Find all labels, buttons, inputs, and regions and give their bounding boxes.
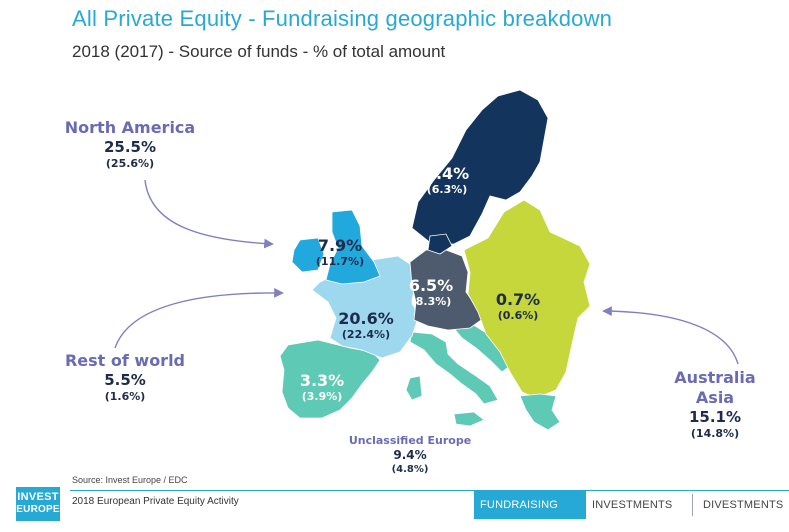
region-ireland xyxy=(291,237,325,273)
nordics-prev: (6.3%) xyxy=(426,183,468,196)
label-rest-of-world: Rest of world 5.5% (1.6%) xyxy=(50,351,200,404)
invest-europe-logo: INVEST EUROPE xyxy=(16,487,60,521)
tab-investments[interactable]: INVESTMENTS xyxy=(592,499,673,511)
rest-of-world-prev: (1.6%) xyxy=(104,390,146,403)
arrow-north-america xyxy=(144,179,274,249)
france-benelux-pct: 20.6% xyxy=(338,309,394,328)
rest-of-world-name: Rest of world xyxy=(64,351,186,370)
label-unclassified-europe: Unclassified Europe 9.4% (4.8%) xyxy=(320,434,500,476)
australia-asia-pct: 15.1% xyxy=(688,408,742,426)
footer-divider xyxy=(70,490,789,491)
label-cee: 0.7% (0.6%) xyxy=(478,290,558,323)
label-france-benelux: 20.6% (22.4%) xyxy=(326,309,406,342)
north-america-pct: 25.5% xyxy=(103,138,157,156)
region-sicily xyxy=(453,411,485,427)
france-benelux-prev: (22.4%) xyxy=(341,328,391,341)
dach-pct: 6.5% xyxy=(408,276,454,295)
page-title: All Private Equity - Fundraising geograp… xyxy=(72,6,613,31)
uk-ireland-pct: 7.9% xyxy=(317,236,363,255)
southern-europe-prev: (3.9%) xyxy=(301,390,343,403)
region-cee xyxy=(463,199,591,399)
unclassified-prev: (4.8%) xyxy=(391,464,429,475)
arrow-australia-asia xyxy=(602,306,739,365)
rest-of-world-pct: 5.5% xyxy=(104,371,146,389)
arrow-rest-of-world xyxy=(114,288,284,349)
label-southern-europe: 3.3% (3.9%) xyxy=(282,371,362,404)
tab-divestments[interactable]: DIVESTMENTS xyxy=(703,499,784,511)
unclassified-pct: 9.4% xyxy=(393,448,427,462)
region-nordics xyxy=(411,89,549,245)
label-nordics: 5.4% (6.3%) xyxy=(407,164,487,197)
australia-name: Australia xyxy=(674,368,756,387)
southern-europe-pct: 3.3% xyxy=(299,371,345,390)
dach-prev: (8.3%) xyxy=(410,295,452,308)
tab-fundraising[interactable]: FUNDRAISING xyxy=(474,491,586,519)
cee-pct: 0.7% xyxy=(495,290,541,309)
uk-ireland-prev: (11.7%) xyxy=(315,255,365,268)
tab-separator xyxy=(692,494,693,516)
label-uk-ireland: 7.9% (11.7%) xyxy=(300,236,380,269)
region-sardinia xyxy=(405,375,423,401)
region-italy xyxy=(409,331,499,405)
north-america-name: North America xyxy=(64,118,196,137)
page-subtitle: 2018 (2017) - Source of funds - % of tot… xyxy=(72,42,446,61)
label-north-america: North America 25.5% (25.6%) xyxy=(55,118,205,171)
region-adriatic xyxy=(451,323,511,373)
region-greece xyxy=(519,393,561,431)
unclassified-name: Unclassified Europe xyxy=(348,434,472,447)
label-australia-asia: Australia Asia 15.1% (14.8%) xyxy=(660,368,770,441)
nordics-pct: 5.4% xyxy=(424,164,470,183)
north-america-prev: (25.6%) xyxy=(105,157,155,170)
cee-prev: (0.6%) xyxy=(497,309,539,322)
region-denmark xyxy=(427,233,453,255)
report-title: 2018 European Private Equity Activity xyxy=(72,496,239,507)
australia-asia-prev: (14.8%) xyxy=(690,427,740,440)
label-dach: 6.5% (8.3%) xyxy=(391,276,471,309)
source-note: Source: Invest Europe / EDC xyxy=(72,475,188,485)
region-great-britain xyxy=(325,209,381,285)
asia-name: Asia xyxy=(695,388,735,407)
